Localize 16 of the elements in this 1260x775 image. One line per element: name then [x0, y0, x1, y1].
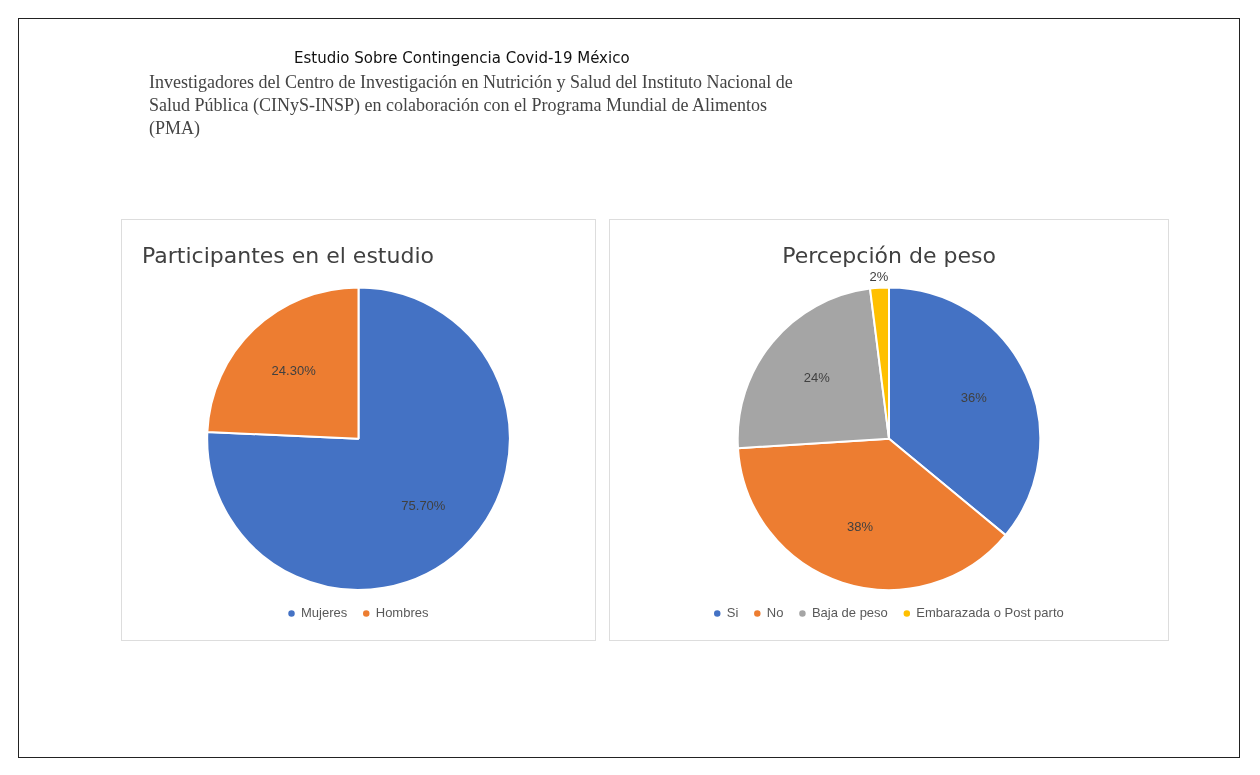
text: Investigadores del Centro de Investigación en Nutrición y Salud del Instituto Nacional de Salud Pública (CINyS-INSP) en colaboración con el Programa Mundial de Alimentos (PMA) [149, 71, 794, 140]
chart-title: Participantes en el estudio [142, 242, 434, 268]
legend-label: Embarazada o Post parto [916, 605, 1064, 621]
legend-label: No [766, 605, 784, 621]
legend-label: Si [726, 605, 739, 621]
data-label: 75.70% [401, 498, 446, 514]
data-label: 38% [847, 519, 874, 535]
text: Estudio Sobre Contingencia Covid-19 México [294, 49, 631, 67]
data-label: 24% [803, 370, 831, 386]
legend-label: Hombres [375, 605, 429, 621]
legend-label: Baja de peso [811, 605, 888, 621]
data-label: 36% [960, 390, 988, 406]
data-label: 2% [869, 269, 889, 285]
data-label: 24.30% [271, 362, 317, 378]
chart-title: Percepción de peso [782, 242, 996, 268]
legend-label: Mujeres [301, 605, 348, 621]
